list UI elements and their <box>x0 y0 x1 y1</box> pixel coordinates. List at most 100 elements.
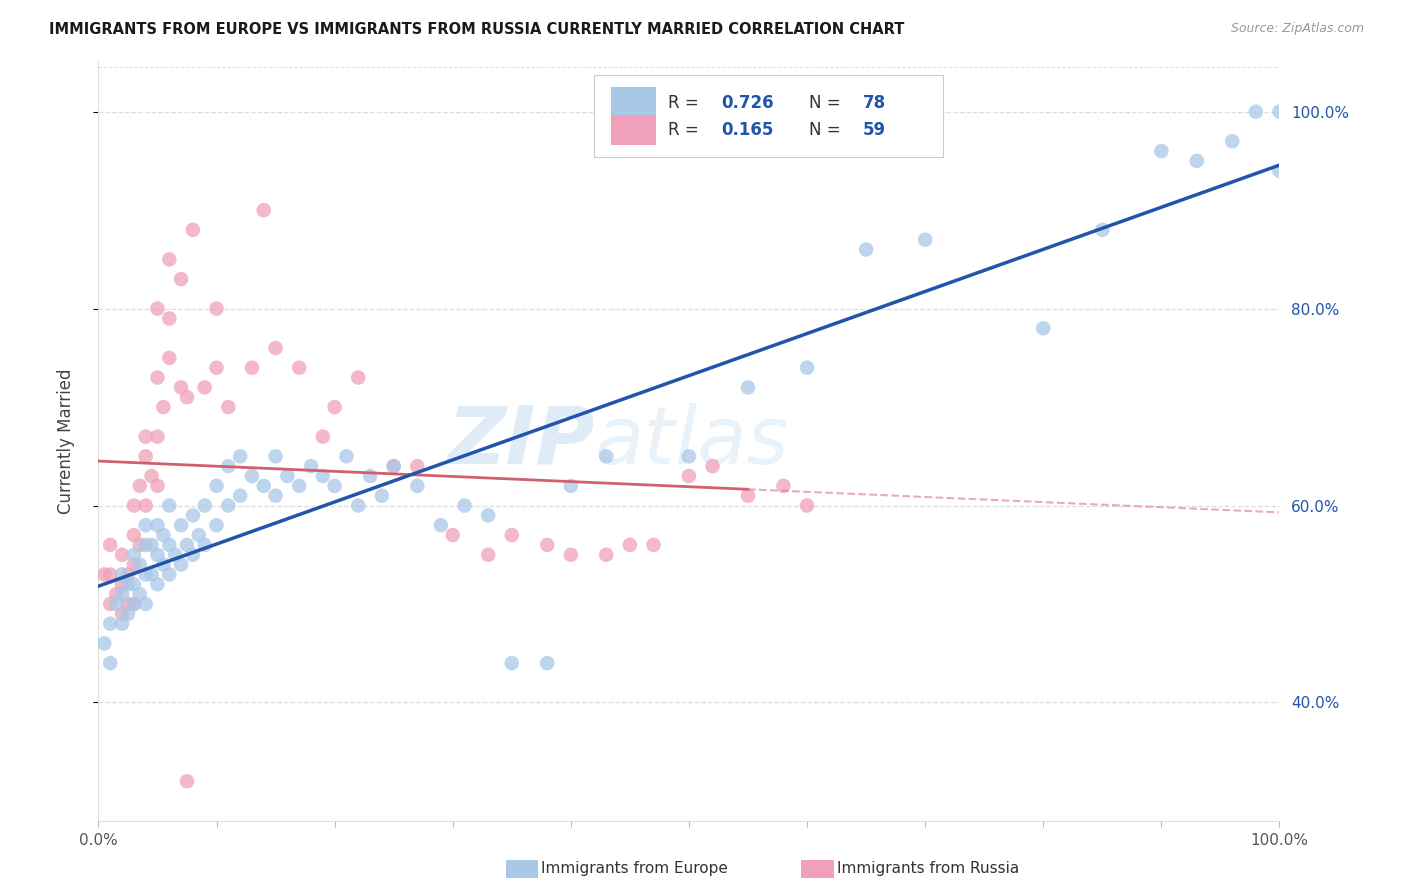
Point <box>146 548 169 562</box>
Point <box>141 469 163 483</box>
Point <box>117 607 139 621</box>
Point <box>335 450 357 464</box>
Point <box>477 548 499 562</box>
Point <box>122 597 145 611</box>
Point <box>170 272 193 286</box>
Point <box>122 548 145 562</box>
Point <box>205 301 228 316</box>
Point <box>157 252 180 267</box>
Point <box>146 370 169 384</box>
Point <box>122 528 145 542</box>
Point <box>678 450 700 464</box>
Point <box>914 233 936 247</box>
Point <box>111 616 134 631</box>
Text: N =: N = <box>810 121 846 139</box>
Point <box>98 597 121 611</box>
Point <box>855 243 877 257</box>
Text: 59: 59 <box>862 121 886 139</box>
Point <box>93 567 115 582</box>
Point <box>240 469 263 483</box>
Point <box>98 567 121 582</box>
Point <box>122 558 145 572</box>
Y-axis label: Currently Married: Currently Married <box>56 368 75 515</box>
Point <box>536 656 558 670</box>
Point <box>501 528 523 542</box>
Point <box>98 616 121 631</box>
Point <box>152 400 174 414</box>
Point <box>264 450 287 464</box>
Point <box>122 499 145 513</box>
Point <box>135 429 157 443</box>
Point <box>253 203 276 218</box>
Point <box>205 360 228 375</box>
Point <box>477 508 499 523</box>
Text: ZIP: ZIP <box>447 402 595 481</box>
Point <box>288 360 311 375</box>
Text: Immigrants from Europe: Immigrants from Europe <box>541 862 728 876</box>
Point <box>165 548 187 562</box>
Point <box>1220 134 1243 148</box>
Point <box>128 479 150 493</box>
Point <box>229 450 252 464</box>
Point <box>205 518 228 533</box>
Point <box>406 459 429 474</box>
Point <box>1032 321 1054 335</box>
Point <box>205 479 228 493</box>
Point <box>98 538 121 552</box>
Point <box>146 518 169 533</box>
Point <box>170 558 193 572</box>
Point <box>176 390 198 404</box>
Point <box>122 577 145 591</box>
Point <box>536 538 558 552</box>
Point <box>170 518 193 533</box>
Point <box>217 459 239 474</box>
Point <box>1268 163 1291 178</box>
Point <box>430 518 453 533</box>
Point <box>737 380 759 394</box>
Point <box>157 538 180 552</box>
Point <box>111 567 134 582</box>
Point <box>253 479 276 493</box>
Text: 0.165: 0.165 <box>721 121 773 139</box>
Point <box>501 656 523 670</box>
Point <box>382 459 405 474</box>
Point <box>111 548 134 562</box>
Point <box>702 459 724 474</box>
Point <box>93 636 115 650</box>
Point <box>146 479 169 493</box>
Point <box>737 489 759 503</box>
Point <box>146 577 169 591</box>
Text: R =: R = <box>668 121 703 139</box>
Point <box>105 597 128 611</box>
Point <box>229 489 252 503</box>
Point <box>181 508 204 523</box>
Point <box>157 567 180 582</box>
Point <box>312 469 335 483</box>
Point <box>122 597 145 611</box>
Point <box>176 774 198 789</box>
Point <box>135 518 157 533</box>
Point <box>217 499 239 513</box>
Point <box>141 538 163 552</box>
Point <box>170 380 193 394</box>
Point <box>117 577 139 591</box>
Point <box>382 459 405 474</box>
Point <box>323 479 346 493</box>
FancyBboxPatch shape <box>595 75 943 157</box>
Point <box>98 656 121 670</box>
Point <box>406 479 429 493</box>
Point <box>796 499 818 513</box>
Point <box>276 469 298 483</box>
Point <box>135 450 157 464</box>
Point <box>111 577 134 591</box>
Point <box>217 400 239 414</box>
Point <box>187 528 209 542</box>
Text: Immigrants from Russia: Immigrants from Russia <box>837 862 1019 876</box>
Point <box>105 587 128 601</box>
Point <box>796 360 818 375</box>
Text: N =: N = <box>810 94 846 112</box>
Point <box>128 538 150 552</box>
Point <box>359 469 381 483</box>
Text: 78: 78 <box>862 94 886 112</box>
Point <box>128 558 150 572</box>
